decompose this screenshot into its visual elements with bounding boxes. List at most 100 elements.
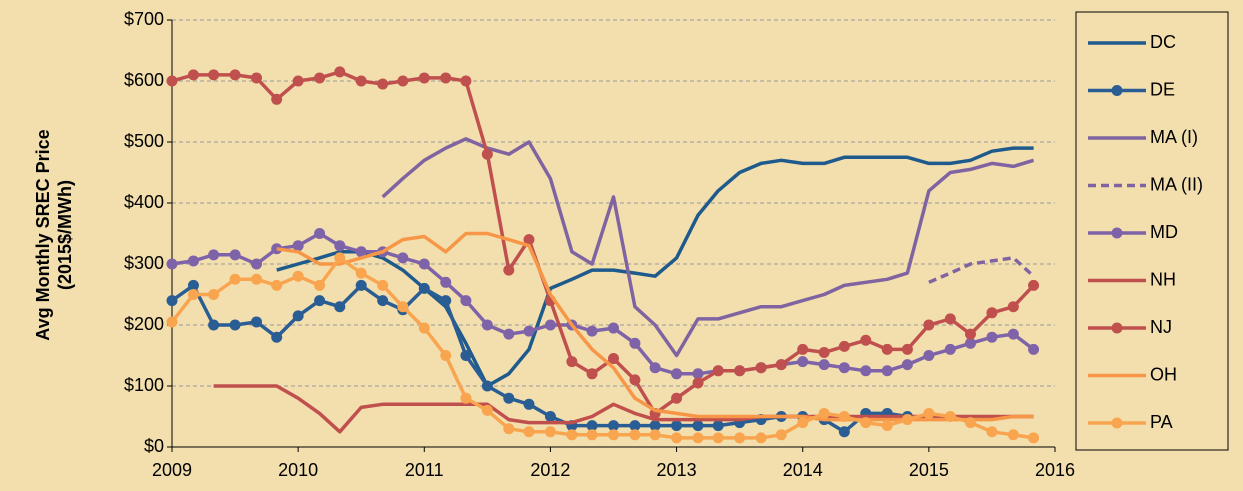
- data-point: [397, 75, 409, 87]
- data-point: [440, 295, 452, 307]
- data-point: [692, 420, 704, 432]
- data-point: [544, 319, 556, 331]
- data-point: [1007, 328, 1019, 340]
- legend-label: MD: [1150, 222, 1178, 242]
- data-point: [923, 407, 935, 419]
- data-point: [755, 362, 767, 374]
- data-point: [397, 301, 409, 313]
- series-line: [276, 146, 1034, 388]
- legend-marker: [1111, 227, 1123, 239]
- data-point: [901, 359, 913, 371]
- data-point: [208, 319, 220, 331]
- legend-box: [1075, 11, 1229, 451]
- data-point: [166, 295, 178, 307]
- x-tick-label: 2015: [909, 460, 949, 480]
- data-point: [271, 331, 283, 343]
- data-point: [797, 356, 809, 368]
- data-point: [860, 365, 872, 377]
- legend-label: MA (II): [1150, 174, 1203, 194]
- data-point: [460, 295, 472, 307]
- data-point: [901, 343, 913, 355]
- data-point: [229, 69, 241, 81]
- data-point: [314, 279, 326, 291]
- data-point: [755, 432, 767, 444]
- y-tick-label: $100: [124, 375, 164, 395]
- data-point: [586, 429, 598, 441]
- data-point: [1028, 432, 1040, 444]
- data-point: [712, 365, 724, 377]
- legend-label: NJ: [1150, 317, 1172, 337]
- data-point: [544, 411, 556, 422]
- data-point: [397, 252, 409, 264]
- data-point: [292, 310, 304, 322]
- data-point: [608, 429, 619, 441]
- data-point: [692, 432, 704, 444]
- data-point: [355, 279, 367, 291]
- data-point: [964, 337, 976, 349]
- y-tick-label: $400: [124, 192, 164, 212]
- x-tick-label: 2012: [530, 460, 570, 480]
- data-point: [986, 307, 998, 319]
- data-point: [523, 398, 535, 410]
- data-point: [671, 420, 683, 432]
- data-point: [377, 78, 389, 90]
- data-point: [166, 258, 178, 270]
- data-point: [355, 75, 367, 87]
- data-point: [334, 301, 346, 313]
- data-point: [251, 72, 263, 84]
- data-point: [503, 392, 515, 404]
- data-point: [1028, 343, 1040, 355]
- data-point: [608, 322, 619, 334]
- data-point: [208, 249, 220, 261]
- data-point: [649, 429, 661, 441]
- data-point: [818, 346, 830, 358]
- data-point: [460, 392, 472, 404]
- data-point: [418, 322, 430, 334]
- data-point: [166, 316, 178, 328]
- data-point: [901, 414, 913, 426]
- data-point: [229, 249, 241, 261]
- data-point: [734, 432, 746, 444]
- data-point: [629, 374, 641, 386]
- data-point: [860, 334, 872, 346]
- data-point: [440, 72, 452, 84]
- data-point: [208, 289, 220, 300]
- series-line: [213, 384, 1034, 434]
- data-point: [314, 72, 326, 84]
- data-point: [775, 429, 787, 441]
- data-point: [712, 432, 724, 444]
- x-tick-label: 2016: [1035, 460, 1075, 480]
- y-axis-label: Avg Monthly SREC Price: [33, 129, 53, 340]
- data-point: [187, 255, 199, 267]
- legend-label: NH: [1150, 269, 1176, 289]
- data-point: [481, 148, 493, 160]
- data-point: [838, 362, 850, 374]
- x-tick-label: 2011: [405, 460, 444, 480]
- data-point: [734, 365, 746, 377]
- data-point: [566, 356, 578, 368]
- legend-label: DE: [1150, 79, 1175, 99]
- data-point: [838, 411, 850, 422]
- series-line: [928, 256, 1035, 284]
- data-point: [251, 273, 263, 285]
- data-point: [481, 380, 493, 392]
- data-point: [671, 392, 683, 404]
- data-point: [1028, 279, 1040, 291]
- data-point: [838, 340, 850, 352]
- data-point: [523, 426, 535, 438]
- data-point: [797, 417, 809, 429]
- data-point: [881, 343, 893, 355]
- data-point: [440, 350, 452, 361]
- data-point: [923, 319, 935, 331]
- data-point: [629, 429, 641, 441]
- data-point: [775, 359, 787, 371]
- data-point: [523, 234, 535, 246]
- data-point: [860, 417, 872, 429]
- data-point: [649, 362, 661, 374]
- data-point: [503, 264, 515, 276]
- legend-label: DC: [1150, 32, 1176, 52]
- data-point: [523, 325, 535, 337]
- x-tick-label: 2010: [278, 460, 318, 480]
